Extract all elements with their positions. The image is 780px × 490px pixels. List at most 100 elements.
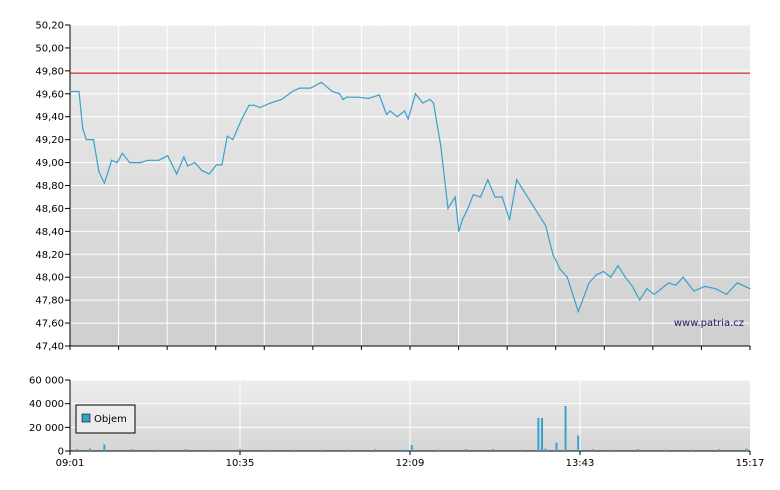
watermark-text: www.patria.cz	[674, 318, 744, 329]
price-point	[346, 96, 348, 98]
price-point	[248, 104, 250, 106]
price-point	[422, 102, 424, 104]
price-point	[158, 159, 160, 161]
volume-bar	[293, 449, 296, 451]
price-point	[116, 161, 118, 164]
volume-bar	[465, 449, 468, 451]
price-point	[516, 179, 518, 181]
legend-swatch	[81, 413, 91, 423]
price-ytick-label: 48,80	[35, 181, 64, 192]
price-ytick-label: 49,60	[35, 89, 64, 100]
price-point	[588, 282, 590, 284]
volume-bar	[88, 448, 91, 451]
price-panel: 50,20 50,00 49,80 49,60 49,40 49,20 49,00 48,80…	[35, 21, 751, 353]
price-point	[92, 139, 95, 141]
price-point	[183, 156, 185, 158]
volume-bar	[591, 449, 594, 451]
price-point	[530, 202, 532, 204]
price-point	[639, 299, 641, 301]
price-point	[403, 110, 406, 112]
price-point	[253, 104, 256, 106]
price-point	[581, 301, 583, 304]
price-ytick-label: 47,80	[35, 296, 64, 307]
volume-ytick-label: 0	[58, 447, 64, 458]
price-point	[69, 90, 71, 93]
volume-xtick-label: 09:01	[56, 458, 85, 469]
volume-xtick-label: 10:35	[226, 458, 255, 469]
price-point	[201, 169, 203, 172]
volume-bar	[636, 449, 639, 451]
price-point	[259, 106, 261, 109]
price-point	[221, 164, 223, 166]
volume-bar	[320, 449, 323, 451]
volume-bar	[184, 449, 187, 451]
price-ytick-label: 47,40	[35, 342, 64, 353]
volume-bar	[211, 449, 214, 451]
price-point	[147, 159, 149, 161]
price-point	[704, 285, 706, 287]
volume-bar	[609, 449, 612, 451]
legend-label: Objem	[94, 414, 127, 425]
volume-bar	[544, 448, 547, 451]
price-point	[537, 213, 540, 215]
price-point	[675, 284, 677, 286]
price-point	[299, 87, 301, 89]
price-point	[121, 152, 124, 154]
price-ytick-label: 48,40	[35, 227, 64, 238]
volume-bar	[266, 449, 269, 451]
price-ytick-label: 50,20	[35, 21, 64, 32]
volume-bar	[492, 449, 495, 451]
price-point	[660, 288, 662, 290]
price-point	[356, 96, 359, 98]
price-point	[338, 93, 341, 95]
price-point	[595, 274, 597, 276]
price-point	[432, 102, 435, 104]
price-point	[367, 97, 370, 99]
volume-bar	[577, 435, 580, 451]
price-ytick-label: 48,20	[35, 250, 64, 261]
price-point	[461, 219, 464, 221]
volume-bar	[718, 449, 721, 451]
price-point	[385, 113, 388, 116]
volume-bar	[347, 449, 350, 451]
price-point	[98, 171, 100, 173]
price-ytick-label: 49,00	[35, 158, 64, 169]
volume-bar	[564, 406, 567, 451]
price-point	[454, 196, 456, 198]
price-point	[487, 179, 489, 181]
volume-bar	[157, 449, 160, 451]
price-point	[378, 94, 380, 96]
price-point	[472, 194, 474, 196]
price-point	[508, 219, 511, 221]
volume-bar	[745, 448, 748, 451]
price-point	[631, 285, 634, 287]
price-point	[501, 196, 503, 198]
price-point	[736, 282, 738, 284]
volume-bar	[374, 449, 377, 451]
price-point	[139, 161, 142, 164]
price-point	[291, 90, 294, 93]
price-point	[523, 190, 525, 192]
price-point	[309, 87, 312, 89]
price-line	[70, 81, 751, 314]
volume-bar	[541, 417, 544, 451]
price-point	[617, 265, 619, 267]
price-point	[559, 268, 561, 270]
volume-bar	[664, 449, 666, 451]
price-point	[458, 230, 460, 232]
price-point	[725, 293, 728, 296]
volume-xtick-label: 13:43	[566, 458, 595, 469]
price-point	[331, 90, 333, 93]
price-ytick-label: 48,60	[35, 204, 64, 215]
price-point	[270, 102, 272, 104]
price-ytick-label: 47,60	[35, 319, 64, 330]
price-point	[208, 173, 210, 175]
price-point	[440, 144, 442, 146]
price-point	[129, 161, 131, 164]
volume-bar	[691, 449, 694, 451]
price-point	[103, 182, 105, 184]
price-point	[479, 196, 482, 198]
price-point	[749, 288, 751, 290]
price-point	[715, 288, 717, 290]
